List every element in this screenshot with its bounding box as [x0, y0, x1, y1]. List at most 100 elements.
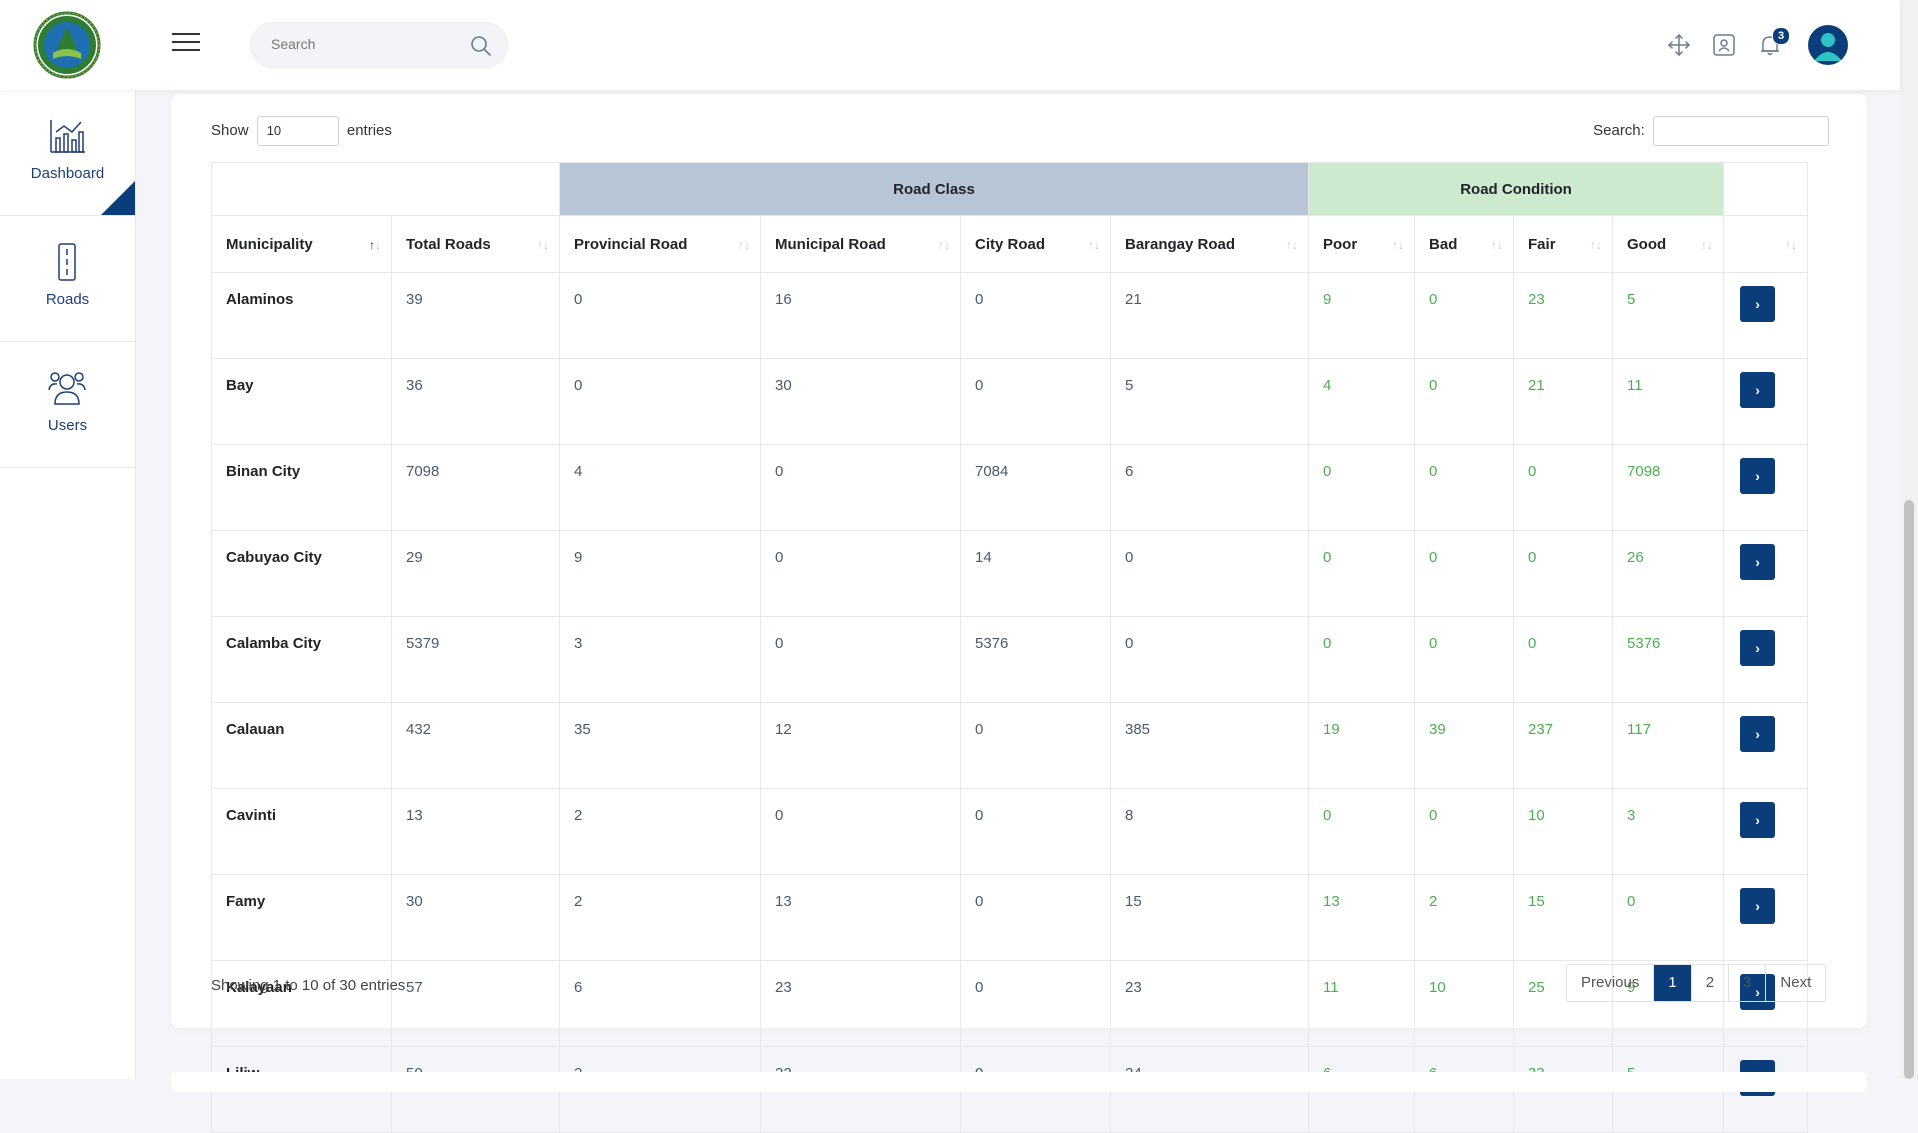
active-indicator — [101, 181, 135, 215]
column-header-action[interactable]: ↑ ↓ — [1723, 215, 1809, 273]
cell-city: 0 — [960, 788, 1111, 875]
contact-card-icon[interactable] — [1711, 32, 1737, 58]
table-row: Kalayaan 57 6 23 0 23 11 10 25 9 › — [211, 960, 1809, 1047]
group-header-empty — [1723, 162, 1809, 216]
cell-action: › — [1723, 874, 1809, 961]
cell-bad: 0 — [1414, 530, 1515, 617]
cell-good: 0 — [1612, 874, 1725, 961]
cell-total: 29 — [391, 530, 560, 617]
page-button-1[interactable]: 1 — [1654, 965, 1692, 1001]
cell-municipal: 0 — [760, 530, 961, 617]
cell-barangay: 385 — [1109, 702, 1310, 789]
column-header-barangay-road[interactable]: Barangay Road ↑ ↓ — [1109, 215, 1310, 273]
view-details-button[interactable]: › — [1740, 974, 1776, 1010]
cell-poor: 0 — [1308, 530, 1416, 617]
column-header-good[interactable]: Good ↑ ↓ — [1612, 215, 1725, 273]
cell-fair: 0 — [1513, 616, 1614, 703]
page-button-3[interactable]: 3 — [1729, 965, 1767, 1001]
view-details-button[interactable]: › — [1740, 888, 1776, 924]
sidebar-item-users[interactable]: Users — [0, 342, 135, 468]
cell-bad: 0 — [1414, 272, 1515, 359]
table-row: Calauan 432 35 12 0 385 19 39 237 117 › — [211, 702, 1809, 789]
cell-poor: 9 — [1308, 272, 1416, 359]
notification-badge: 3 — [1772, 27, 1790, 45]
expand-icon[interactable] — [1666, 32, 1692, 58]
column-header-municipality[interactable]: Municipality ↑ ↓ — [211, 215, 392, 273]
cell-total: 7098 — [391, 444, 560, 531]
cell-barangay: 5 — [1109, 358, 1310, 445]
cell-action: › — [1723, 358, 1809, 445]
table-row: Calamba City 5379 3 0 5376 0 0 0 0 5376 › — [211, 616, 1809, 703]
sort-icon: ↑ ↓ — [1088, 238, 1100, 252]
view-details-button[interactable]: › — [1740, 458, 1776, 494]
column-header-poor[interactable]: Poor ↑ ↓ — [1308, 215, 1416, 273]
table-search-input[interactable] — [1653, 116, 1829, 146]
cell-bad: 0 — [1414, 616, 1515, 703]
cell-provincial: 0 — [559, 358, 761, 445]
page-button-2[interactable]: 2 — [1692, 965, 1730, 1001]
cell-barangay: 8 — [1109, 788, 1310, 875]
cell-good: 11 — [1612, 358, 1725, 445]
cell-municipality: Alaminos — [211, 272, 392, 359]
entries-label: entries — [346, 121, 392, 139]
cell-action: › — [1723, 444, 1809, 531]
cell-poor: 0 — [1308, 788, 1416, 875]
view-details-button[interactable]: › — [1740, 286, 1776, 322]
cell-barangay: 0 — [1109, 530, 1310, 617]
cell-municipal: 0 — [760, 444, 961, 531]
view-details-button[interactable]: › — [1740, 372, 1776, 408]
view-details-button[interactable]: › — [1740, 716, 1776, 752]
cell-barangay: 23 — [1109, 960, 1310, 1047]
scrollbar-thumb[interactable] — [1904, 500, 1914, 1079]
cell-city: 0 — [960, 874, 1111, 961]
logo-seal[interactable] — [33, 11, 101, 79]
cell-fair: 237 — [1513, 702, 1614, 789]
search-box — [250, 22, 508, 68]
search-icon[interactable] — [469, 34, 493, 58]
column-header-row: Municipality ↑ ↓ Total Roads ↑ ↓ Provincial … — [211, 215, 1809, 273]
cell-poor: 0 — [1308, 444, 1416, 531]
page-length-select[interactable]: 10 — [256, 116, 339, 146]
previous-button[interactable]: Previous — [1567, 965, 1655, 1001]
sort-icon: ↑ ↓ — [1491, 238, 1504, 252]
cell-provincial: 35 — [559, 702, 761, 789]
cell-municipality: Bay — [211, 358, 392, 445]
cell-fair: 10 — [1513, 788, 1614, 875]
cell-municipality: Binan City — [211, 444, 392, 531]
cell-good: 5 — [1612, 272, 1725, 359]
bar-chart-icon — [50, 120, 85, 153]
view-details-button[interactable]: › — [1740, 802, 1776, 838]
cell-action: › — [1723, 272, 1809, 359]
sidebar-item-label: Users — [47, 417, 88, 434]
cell-city: 14 — [960, 530, 1111, 617]
view-details-button[interactable]: › — [1740, 544, 1776, 580]
cell-provincial: 2 — [559, 788, 761, 875]
cell-action: › — [1723, 616, 1809, 703]
column-header-fair[interactable]: Fair ↑ ↓ — [1513, 215, 1614, 273]
sort-icon: ↑ ↓ — [1392, 238, 1405, 252]
cell-city: 0 — [960, 960, 1111, 1047]
cell-bad: 2 — [1414, 874, 1515, 961]
view-details-button[interactable]: › — [1740, 630, 1776, 666]
cell-fair: 25 — [1513, 960, 1614, 1047]
search-input[interactable] — [269, 35, 463, 53]
column-header-bad[interactable]: Bad ↑ ↓ — [1414, 215, 1515, 273]
next-button[interactable]: Next — [1780, 974, 1812, 991]
sidebar-item-dashboard[interactable]: Dashboard — [0, 90, 135, 216]
column-header-city-road[interactable]: City Road ↑ ↓ — [960, 215, 1111, 273]
cell-municipal: 13 — [760, 874, 961, 961]
users-icon — [48, 372, 86, 405]
sidebar-item-roads[interactable]: Roads — [0, 216, 135, 342]
column-header-total-roads[interactable]: Total Roads ↑ ↓ — [391, 215, 560, 273]
cell-good: 3 — [1612, 788, 1725, 875]
user-avatar-icon[interactable] — [1808, 25, 1848, 65]
table-row: Alaminos 39 0 16 0 21 9 0 23 5 › — [211, 272, 1809, 359]
group-header-row: Road Class Road Condition — [211, 162, 1809, 216]
next-card — [171, 1072, 1867, 1092]
cell-provincial: 0 — [559, 272, 761, 359]
scrollbar[interactable] — [1900, 0, 1918, 1079]
column-header-municipal-road[interactable]: Municipal Road ↑ ↓ — [760, 215, 961, 273]
column-header-provincial-road[interactable]: Provincial Road ↑ ↓ — [559, 215, 761, 273]
menu-icon[interactable] — [172, 33, 200, 55]
table-row: Famy 30 2 13 0 15 13 2 15 0 › — [211, 874, 1809, 961]
